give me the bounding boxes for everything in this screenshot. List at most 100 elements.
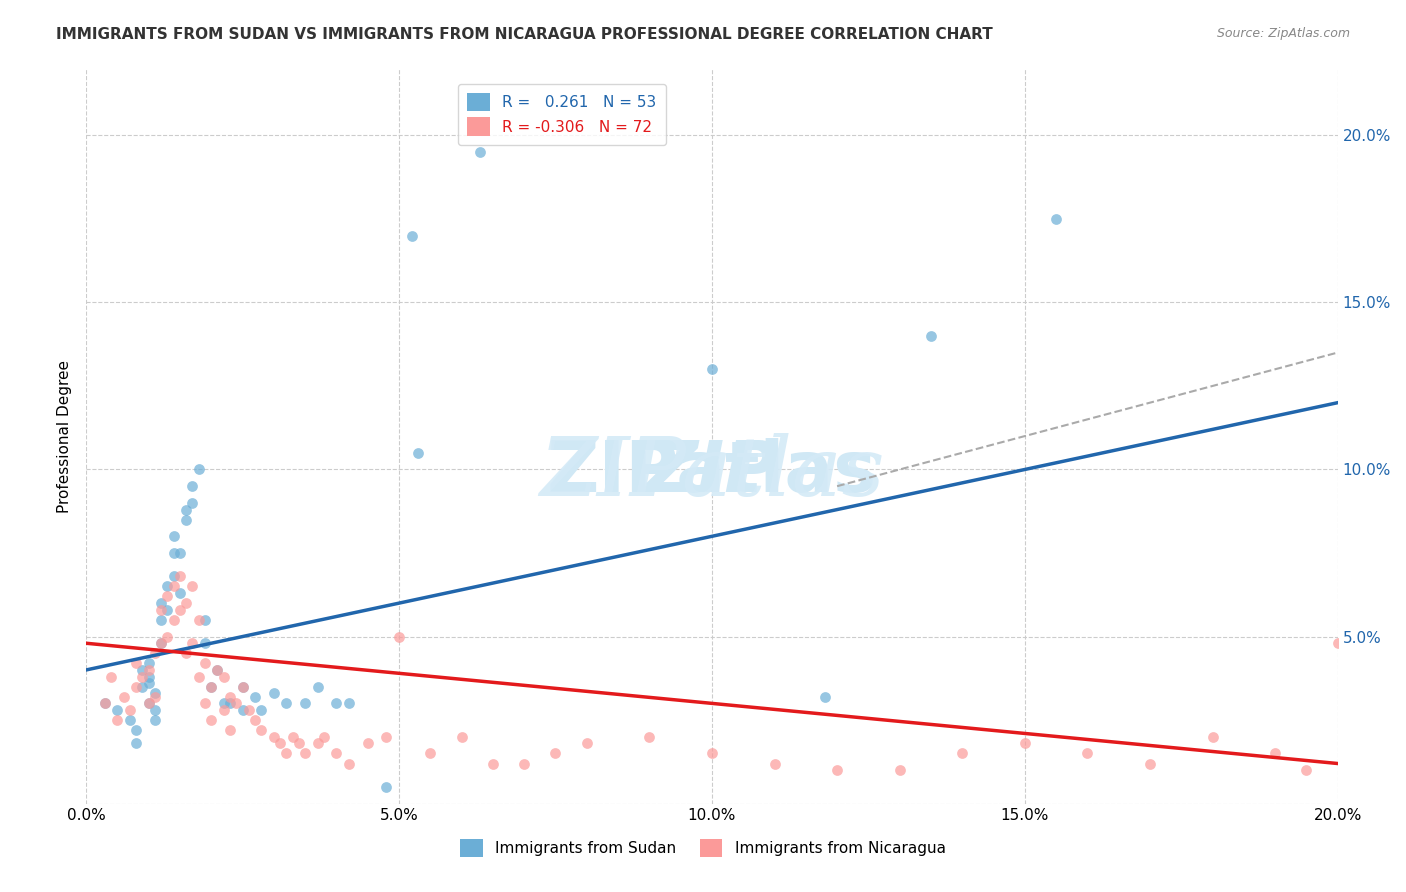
- Point: [1014, 736, 1036, 750]
- Point: [105, 713, 128, 727]
- Point: [638, 730, 661, 744]
- Point: [575, 736, 598, 750]
- Point: [138, 697, 160, 711]
- Point: [276, 747, 298, 761]
- Point: [163, 579, 186, 593]
- Text: ZIP: ZIP: [645, 438, 778, 508]
- Point: [231, 703, 253, 717]
- Point: [307, 680, 329, 694]
- Point: [231, 680, 253, 694]
- Point: [174, 596, 197, 610]
- Point: [763, 756, 786, 771]
- Point: [406, 446, 429, 460]
- Point: [337, 756, 360, 771]
- Point: [125, 736, 148, 750]
- Point: [813, 690, 835, 704]
- Point: [138, 697, 160, 711]
- Point: [276, 697, 298, 711]
- Point: [1076, 747, 1098, 761]
- Point: [169, 546, 191, 560]
- Point: [889, 763, 911, 777]
- Point: [131, 680, 153, 694]
- Point: [181, 479, 204, 493]
- Point: [269, 736, 291, 750]
- Point: [200, 713, 222, 727]
- Point: [950, 747, 973, 761]
- Point: [325, 697, 347, 711]
- Point: [375, 780, 398, 794]
- Point: [544, 747, 567, 761]
- Legend: Immigrants from Sudan, Immigrants from Nicaragua: Immigrants from Sudan, Immigrants from N…: [451, 830, 955, 866]
- Point: [231, 680, 253, 694]
- Point: [169, 569, 191, 583]
- Point: [288, 736, 311, 750]
- Point: [163, 613, 186, 627]
- Point: [194, 657, 217, 671]
- Point: [1045, 211, 1067, 226]
- Point: [143, 703, 166, 717]
- Point: [281, 730, 304, 744]
- Point: [225, 697, 247, 711]
- Point: [143, 686, 166, 700]
- Point: [100, 670, 122, 684]
- Point: [181, 579, 204, 593]
- Point: [700, 362, 723, 376]
- Point: [125, 723, 148, 738]
- Point: [156, 579, 179, 593]
- Point: [250, 723, 273, 738]
- Point: [174, 646, 197, 660]
- Point: [250, 703, 273, 717]
- Point: [187, 613, 209, 627]
- Point: [700, 747, 723, 761]
- Point: [125, 657, 148, 671]
- Point: [143, 713, 166, 727]
- Point: [131, 670, 153, 684]
- Point: [138, 670, 160, 684]
- Point: [131, 663, 153, 677]
- Point: [219, 697, 242, 711]
- Text: IMMIGRANTS FROM SUDAN VS IMMIGRANTS FROM NICARAGUA PROFESSIONAL DEGREE CORRELATI: IMMIGRANTS FROM SUDAN VS IMMIGRANTS FROM…: [56, 27, 993, 42]
- Point: [325, 747, 347, 761]
- Point: [1139, 756, 1161, 771]
- Point: [212, 703, 235, 717]
- Point: [482, 756, 505, 771]
- Point: [263, 730, 285, 744]
- Point: [294, 697, 316, 711]
- Point: [150, 603, 173, 617]
- Point: [163, 529, 186, 543]
- Point: [138, 663, 160, 677]
- Point: [118, 703, 141, 717]
- Point: [94, 697, 117, 711]
- Point: [1295, 763, 1317, 777]
- Point: [1201, 730, 1223, 744]
- Point: [174, 513, 197, 527]
- Point: [194, 613, 217, 627]
- Point: [112, 690, 135, 704]
- Point: [470, 145, 492, 159]
- Point: [825, 763, 848, 777]
- Point: [388, 630, 411, 644]
- Point: [294, 747, 316, 761]
- Point: [194, 697, 217, 711]
- Point: [1326, 636, 1348, 650]
- Point: [187, 670, 209, 684]
- Point: [150, 596, 173, 610]
- Point: [163, 569, 186, 583]
- Point: [450, 730, 472, 744]
- Point: [156, 630, 179, 644]
- Point: [163, 546, 186, 560]
- Point: [156, 603, 179, 617]
- Point: [312, 730, 335, 744]
- Point: [169, 586, 191, 600]
- Point: [194, 636, 217, 650]
- Point: [181, 496, 204, 510]
- Point: [307, 736, 329, 750]
- Point: [243, 713, 266, 727]
- Point: [181, 636, 204, 650]
- Point: [375, 730, 398, 744]
- Point: [143, 690, 166, 704]
- Point: [187, 462, 209, 476]
- Point: [169, 603, 191, 617]
- Point: [207, 663, 229, 677]
- Y-axis label: Professional Degree: Professional Degree: [58, 359, 72, 513]
